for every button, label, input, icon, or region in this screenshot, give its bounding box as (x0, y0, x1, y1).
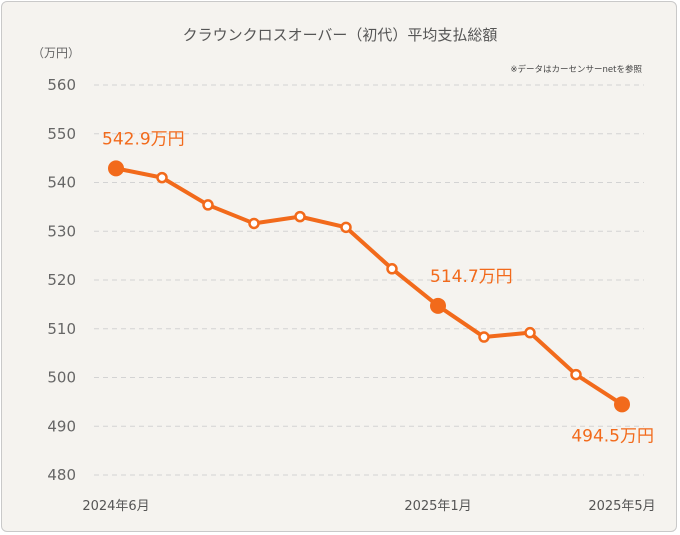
series-points (108, 160, 630, 413)
x-tick-label: 2024年6月 (82, 499, 149, 514)
data-point (294, 210, 306, 223)
y-tick-label: 560 (47, 76, 76, 94)
y-tick-label: 520 (47, 271, 76, 289)
data-labels: 542.9万円 514.7万円 494.5万円 (102, 129, 654, 446)
x-axis-ticks: 2024年6月 2025年1月 2025年5月 (82, 499, 655, 514)
highlight-point (430, 297, 446, 314)
series-line-path (114, 166, 624, 407)
data-label: 514.7万円 (430, 267, 513, 287)
data-point (524, 326, 536, 339)
highlight-point (614, 396, 630, 413)
chart-title: クラウンクロスオーバー（初代）平均支払総額 (183, 26, 498, 44)
data-point (248, 217, 260, 230)
highlight-point (108, 160, 124, 177)
y-tick-label: 530 (47, 222, 76, 240)
data-label: 542.9万円 (102, 129, 185, 149)
x-tick-label: 2025年5月 (588, 499, 655, 514)
y-tick-label: 480 (47, 466, 76, 484)
y-tick-label: 510 (47, 320, 76, 338)
data-point (570, 368, 582, 381)
data-point (478, 331, 490, 343)
y-tick-label: 500 (47, 369, 76, 387)
y-tick-label: 550 (47, 125, 76, 143)
data-point (156, 171, 168, 184)
data-point (386, 263, 398, 275)
data-point (340, 221, 352, 234)
y-axis-ticks: 480 490 500 510 520 530 540 550 560 (47, 76, 76, 484)
data-label: 494.5万円 (571, 426, 654, 446)
y-tick-label: 490 (47, 417, 76, 435)
data-point (202, 199, 214, 211)
gridlines (94, 84, 644, 476)
x-tick-label: 2025年1月 (404, 499, 471, 514)
source-note: ※データはカーセンサーnetを参照 (510, 64, 642, 75)
y-axis-unit: （万円） (32, 46, 80, 60)
y-tick-label: 540 (47, 174, 76, 192)
series-line (114, 166, 624, 407)
